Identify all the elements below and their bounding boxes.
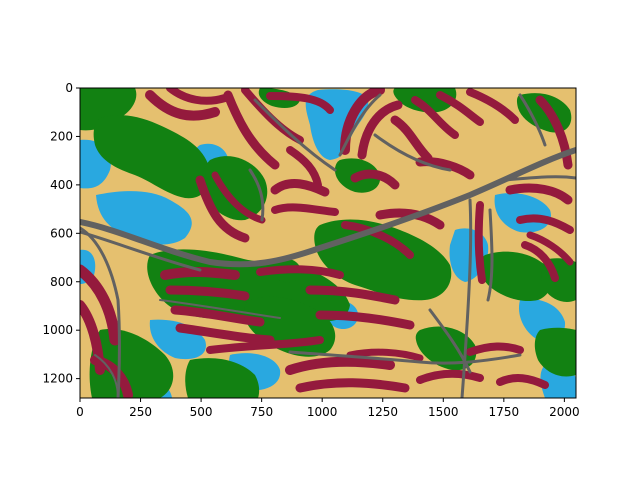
y-tick-label: 0 — [65, 81, 73, 95]
y-tick-label: 1200 — [42, 372, 73, 386]
axes-frame — [79, 87, 577, 399]
x-tick-label: 500 — [190, 405, 213, 419]
road-network — [80, 93, 576, 398]
x-axis: 0 250 500 750 1000 1250 1500 1750 2000 — [76, 398, 580, 419]
x-tick-label: 1500 — [428, 405, 459, 419]
y-tick-label: 1000 — [42, 323, 73, 337]
x-tick-label: 2000 — [549, 405, 580, 419]
x-tick-label: 1000 — [307, 405, 338, 419]
y-tick-label: 800 — [50, 275, 73, 289]
y-tick-label: 200 — [50, 129, 73, 143]
segmentation-image — [80, 88, 576, 398]
y-tick-label: 600 — [50, 226, 73, 240]
x-tick-label: 1750 — [489, 405, 520, 419]
x-tick-label: 0 — [76, 405, 84, 419]
y-tick-label: 400 — [50, 178, 73, 192]
y-axis: 0 200 400 600 800 1000 1200 — [42, 81, 80, 386]
x-tick-label: 750 — [250, 405, 273, 419]
x-tick-label: 250 — [129, 405, 152, 419]
x-tick-label: 1250 — [367, 405, 398, 419]
